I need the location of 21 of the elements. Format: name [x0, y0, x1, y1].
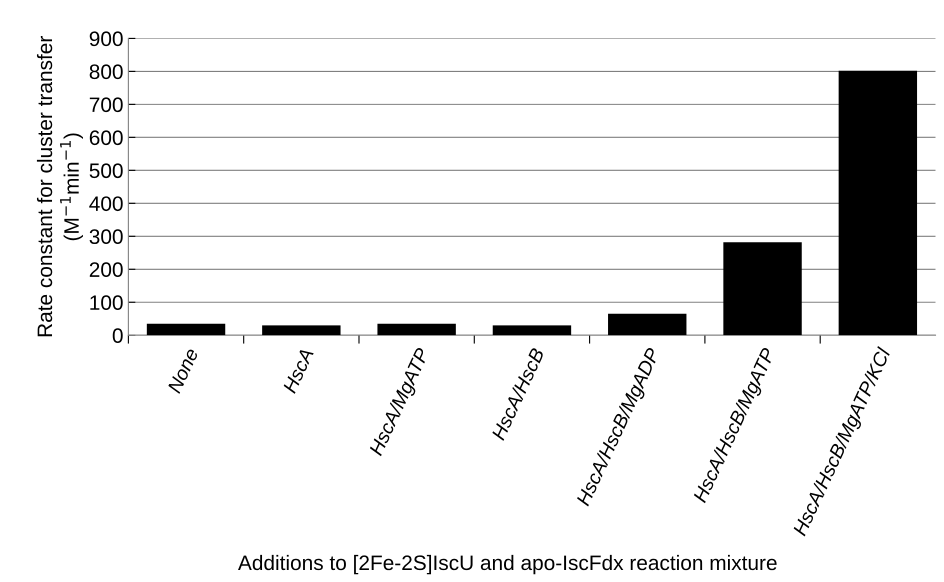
y-axis-title: Rate constant for cluster transfer (M$^{−1}$min$^{−1}$)	[36, 36, 84, 336]
x-axis-title: Additions to [2Fe-2S]IscU and apo-IscFdx reaction mixture	[238, 554, 777, 574]
bar	[377, 324, 456, 336]
y-tick-label: 400	[89, 196, 123, 212]
y-tick-label: 100	[90, 295, 123, 310]
bar	[262, 325, 341, 336]
y-tick-label: 300	[90, 229, 123, 244]
y-tick-label: 800	[90, 64, 123, 80]
y-tick-label: 200	[90, 262, 123, 278]
y-tick-label: 700	[90, 97, 123, 112]
bar	[723, 242, 802, 336]
y-tick-label: 500	[90, 163, 123, 178]
bar	[838, 70, 918, 336]
bar	[492, 325, 572, 336]
y-tick-label: 0	[112, 328, 123, 343]
bar	[146, 324, 226, 336]
x-tick-label: None	[167, 347, 199, 394]
y-tick-label: 600	[90, 130, 123, 146]
bar	[608, 314, 686, 336]
x-tick-label: HscA	[282, 348, 314, 394]
y-tick-label: 900	[90, 31, 123, 46]
